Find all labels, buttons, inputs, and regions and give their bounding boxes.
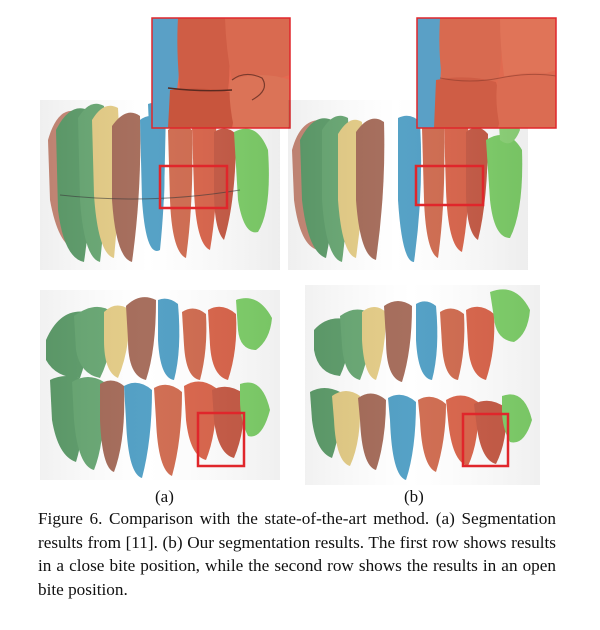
panel-b-open-bite [305,285,540,485]
panel-b-zoom-inset [416,17,557,129]
panel-label-b: (b) [404,487,424,506]
panel-a-open-bite [40,290,280,480]
panel-b-close-bite [288,100,528,270]
panel-label-a: (a) [155,487,174,506]
panel-a-zoom-inset [151,17,291,129]
figure-6: (a) (b) [40,17,557,506]
figure-caption: Figure 6. Comparison with the state-of-t… [38,509,556,599]
